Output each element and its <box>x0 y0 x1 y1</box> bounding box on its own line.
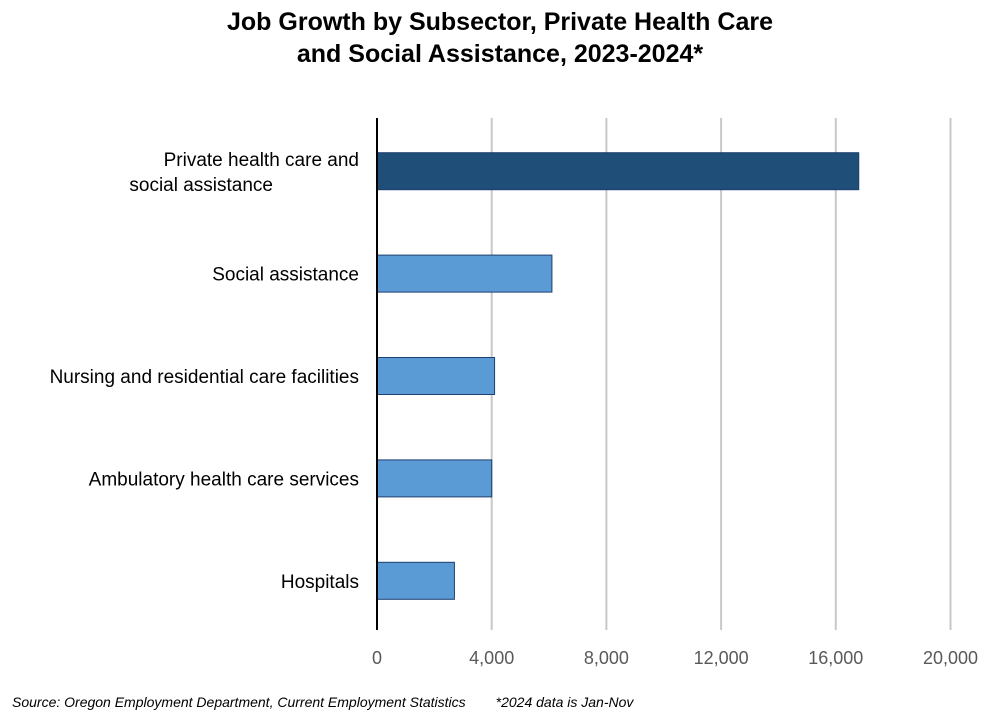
title-line-2: and Social Assistance, 2023-2024* <box>296 40 704 68</box>
x-tick-label: 12,000 <box>694 648 749 668</box>
footer: Source: Oregon Employment Department, Cu… <box>12 694 663 710</box>
x-tick-label: 8,000 <box>584 648 629 668</box>
bar <box>376 459 493 498</box>
category-label: Nursing and residential care facilities <box>50 367 359 388</box>
bar <box>376 561 455 600</box>
category-label: Social assistance <box>212 265 359 286</box>
data-note: *2024 data is Jan-Nov <box>495 694 634 710</box>
bar <box>376 254 553 293</box>
category-label: Hospitals <box>281 572 359 593</box>
x-tick-label: 20,000 <box>923 648 978 668</box>
title-line-1: Job Growth by Subsector, Private Health … <box>227 8 773 36</box>
category-label: Ambulatory health care services <box>89 469 359 490</box>
bar <box>376 357 496 395</box>
bar <box>376 152 860 191</box>
source-note: Source: Oregon Employment Department, Cu… <box>12 694 466 710</box>
chart-title: Job Growth by Subsector, Private Health … <box>0 6 1000 70</box>
x-tick-label: 0 <box>372 648 382 668</box>
x-tick-label: 4,000 <box>469 648 514 668</box>
category-label: Private health care and social assistance <box>129 150 359 196</box>
x-tick-label: 16,000 <box>808 648 863 668</box>
